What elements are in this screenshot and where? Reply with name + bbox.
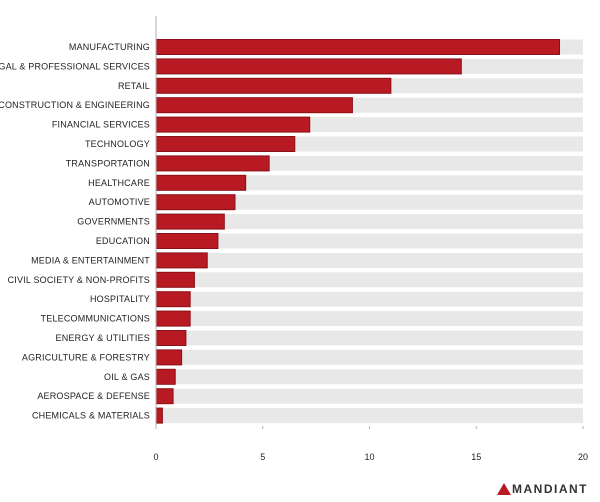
bar-civil-society-and-non-profits (155, 271, 195, 288)
track-civil-society-and-non-profits (156, 272, 583, 288)
category-label-oil-and-gas: OIL & GAS (104, 372, 150, 382)
bar-manufacturing (155, 39, 561, 55)
bar-governments (155, 213, 225, 230)
brand-name: MANDIANT (512, 482, 588, 496)
track-hospitality (156, 291, 583, 307)
category-label-aerospace-and-defense: AEROSPACE & DEFENSE (37, 391, 150, 401)
track-chemicals-and-materials (156, 408, 583, 424)
x-tick-label: 15 (471, 452, 481, 462)
category-label-construction-and-engineering: CONSTRUCTION & ENGINEERING (0, 100, 150, 110)
category-label-media-and-entertainment: MEDIA & ENTERTAINMENT (31, 255, 150, 265)
bar-construction-and-engineering (155, 97, 353, 114)
category-label-agriculture-and-forestry: AGRICULTURE & FORESTRY (22, 352, 150, 362)
bar-legal-and-professional-services (155, 58, 462, 75)
bar-healthcare (155, 174, 247, 191)
bar-aerospace-and-defense (155, 388, 174, 405)
category-label-manufacturing: MANUFACTURING (69, 42, 150, 52)
bar-automotive (155, 194, 236, 211)
bar-chemicals-and-materials (155, 407, 163, 424)
bar-education (155, 233, 219, 249)
track-oil-and-gas (156, 369, 583, 385)
category-label-hospitality: HOSPITALITY (90, 294, 150, 304)
bar-agriculture-and-forestry (155, 349, 183, 366)
bar-media-and-entertainment (155, 252, 208, 269)
mandiant-logo-icon (497, 483, 511, 495)
bar-retail (155, 77, 392, 94)
track-media-and-entertainment (156, 252, 583, 268)
bar-oil-and-gas (155, 368, 176, 385)
category-label-education: EDUCATION (96, 236, 150, 246)
category-label-energy-and-utilities: ENERGY & UTILITIES (56, 333, 150, 343)
category-label-legal-and-professional-services: LEGAL & PROFESSIONAL SERVICES (0, 61, 150, 71)
x-tick-label: 10 (364, 452, 374, 462)
bar-telecommunications (155, 310, 191, 327)
category-label-automotive: AUTOMOTIVE (89, 197, 150, 207)
bars (155, 39, 561, 424)
category-label-retail: RETAIL (118, 81, 150, 91)
track-aerospace-and-defense (156, 388, 583, 404)
category-label-technology: TECHNOLOGY (85, 139, 150, 149)
brand-logo: MANDIANT (497, 480, 588, 498)
category-label-governments: GOVERNMENTS (77, 217, 150, 227)
track-energy-and-utilities (156, 330, 583, 346)
bar-transportation (155, 155, 270, 172)
bar-financial-services (155, 116, 311, 133)
background-tracks (156, 39, 583, 424)
category-labels: MANUFACTURING LEGAL & PROFESSIONAL SERVIC… (0, 42, 150, 421)
track-governments (156, 214, 583, 230)
track-education (156, 233, 583, 249)
x-tick-label: 0 (153, 452, 158, 462)
track-healthcare (156, 175, 583, 191)
bar-hospitality (155, 291, 191, 308)
x-tick-label: 20 (578, 452, 588, 462)
track-automotive (156, 194, 583, 210)
track-telecommunications (156, 311, 583, 327)
x-axis-ticks: 0 5 10 15 20 (153, 426, 588, 462)
bar-energy-and-utilities (155, 330, 187, 346)
category-label-transportation: TRANSPORTATION (66, 158, 150, 168)
category-label-financial-services: FINANCIAL SERVICES (52, 120, 150, 130)
category-label-telecommunications: TELECOMMUNICATIONS (41, 314, 150, 324)
category-label-civil-society-and-non-profits: CIVIL SOCIETY & NON-PROFITS (8, 275, 150, 285)
category-label-healthcare: HEALTHCARE (88, 178, 150, 188)
track-agriculture-and-forestry (156, 349, 583, 365)
x-tick-label: 5 (260, 452, 265, 462)
bar-technology (155, 136, 296, 152)
category-label-chemicals-and-materials: CHEMICALS & MATERIALS (32, 411, 150, 421)
